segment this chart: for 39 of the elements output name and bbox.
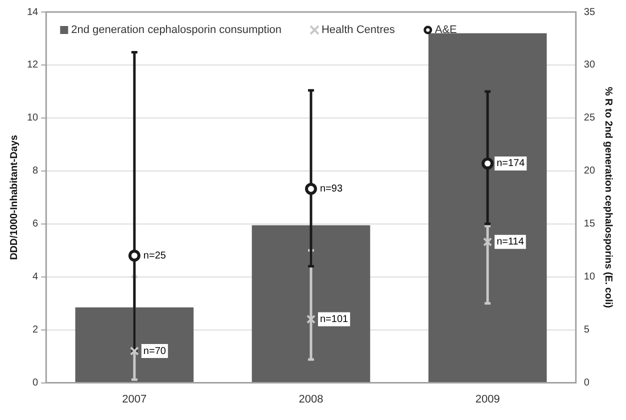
point <box>482 158 494 170</box>
annotation: n=174 <box>496 158 526 170</box>
annotation: n=93 <box>320 184 343 195</box>
y2-axis-title: % R to 2nd generation cephalosporins (E. coli) <box>602 86 614 308</box>
bar <box>252 225 370 382</box>
y2-tick-label: 15 <box>584 218 596 230</box>
legend-label: Health Centres <box>321 24 396 36</box>
point <box>483 237 492 246</box>
y-tick-label: 4 <box>32 272 39 283</box>
bar <box>428 33 547 382</box>
point <box>306 314 316 324</box>
annotation: n=25 <box>143 250 166 262</box>
y-tick-label: 10 <box>27 112 39 124</box>
annotation: n=114 <box>496 236 524 248</box>
annotation: n=70 <box>143 346 166 357</box>
bar <box>75 307 194 382</box>
point <box>130 346 139 356</box>
annotation: n=101 <box>320 314 349 325</box>
y2-tick-label: 0 <box>584 378 590 389</box>
y2-tick-label: 10 <box>584 272 596 283</box>
x-tick-label: 2007 <box>122 393 147 406</box>
point <box>128 250 140 262</box>
y-tick-label: 12 <box>27 60 39 71</box>
point <box>305 182 317 195</box>
y2-tick-label: 20 <box>584 166 596 177</box>
x-tick-label: 2009 <box>475 393 500 406</box>
y2-tick-label: 30 <box>584 60 596 71</box>
y2-tick-label: 35 <box>584 6 596 18</box>
y2-tick-label: 5 <box>584 324 590 336</box>
y-tick-label: 14 <box>27 6 39 18</box>
y2-tick-label: 25 <box>584 112 596 124</box>
y-tick-label: 0 <box>32 378 39 389</box>
y-tick-label: 2 <box>32 324 39 336</box>
legend-label: 2nd generation cephalosporin consumption <box>71 24 282 36</box>
y-axis-title: DDD/1000-Inhabitant-Days <box>8 134 20 260</box>
x-tick-label: 2008 <box>298 393 324 406</box>
y-tick-label: 8 <box>32 166 39 177</box>
y-tick-label: 6 <box>32 218 39 230</box>
legend-label: A&E <box>434 24 457 36</box>
